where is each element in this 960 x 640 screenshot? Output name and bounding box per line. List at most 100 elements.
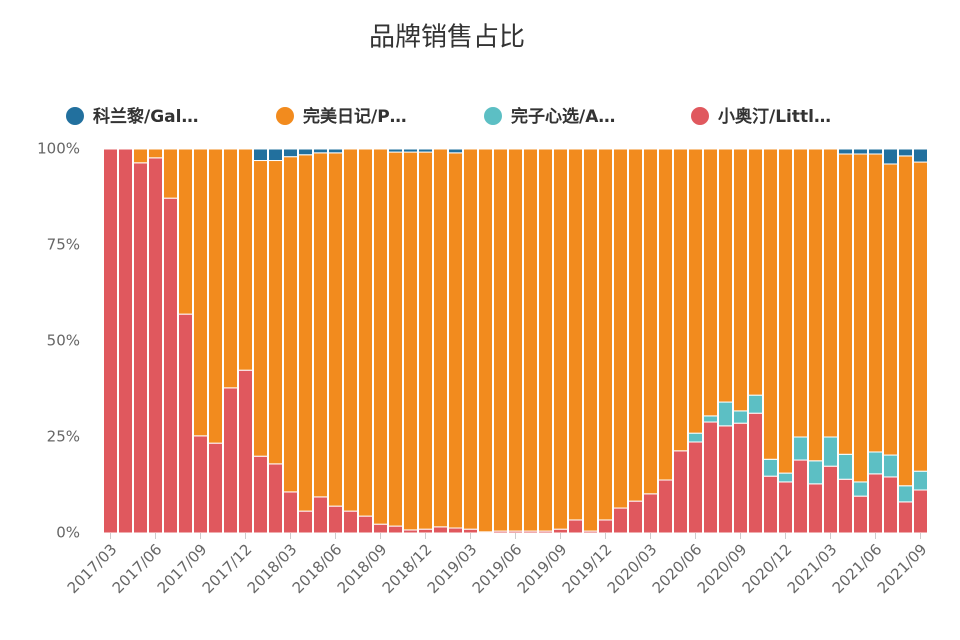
bar-segment	[868, 153, 883, 453]
bar-segment	[883, 454, 898, 478]
bar-segment	[463, 528, 478, 534]
bar-segment	[403, 151, 418, 531]
bar-segment	[358, 515, 373, 534]
bar-segment	[478, 148, 493, 533]
bar-segment	[718, 401, 733, 427]
bar-segment	[748, 148, 763, 396]
bar-segment	[643, 148, 658, 495]
bar-segment	[283, 491, 298, 534]
bar-segment	[133, 148, 148, 164]
bar-segment	[238, 369, 253, 534]
bar-segment	[328, 505, 343, 534]
bar-segment	[313, 148, 328, 154]
bar-segment	[538, 148, 553, 532]
bar-segment	[328, 148, 343, 154]
bar-segment	[373, 523, 388, 534]
bar-segment	[658, 479, 673, 534]
bar-segment	[448, 148, 463, 154]
bar-segment	[838, 153, 853, 455]
bar-segment	[358, 148, 373, 517]
bar-segment	[853, 495, 868, 534]
legend-label: 完美日记/P…	[303, 106, 407, 127]
legend-label: 科兰黎/Gal…	[93, 106, 198, 127]
bar-segment	[793, 148, 808, 438]
bar-segment	[898, 501, 913, 534]
bar-segment	[808, 148, 823, 462]
bar-segment	[388, 148, 403, 153]
bar-segment	[913, 470, 928, 491]
bar-segment	[178, 313, 193, 534]
bar-segment	[868, 473, 883, 534]
bar-segment	[733, 410, 748, 424]
bar-segment	[268, 463, 283, 534]
bar-segment	[418, 148, 433, 153]
bar-segment	[328, 152, 343, 507]
bar-segment	[838, 148, 853, 155]
bar-segment	[583, 148, 598, 532]
bar-segment	[253, 160, 268, 457]
bar-segment	[778, 481, 793, 534]
bar-segment	[718, 425, 733, 534]
bar-segment	[868, 148, 883, 155]
bar-segment	[193, 148, 208, 437]
bar-segment	[838, 453, 853, 480]
bar-segment	[463, 148, 478, 530]
bar-segment	[223, 148, 238, 389]
bar-segment	[433, 526, 448, 534]
bar-segment	[703, 415, 718, 423]
legend-marker	[691, 107, 709, 125]
legend-marker	[484, 107, 502, 125]
bar-segment	[568, 148, 583, 521]
legend-label: 完子心选/A…	[511, 106, 615, 127]
bar-segment	[298, 154, 313, 512]
bar-segment	[733, 422, 748, 534]
bar-segment	[388, 525, 403, 534]
bar-segment	[778, 148, 793, 474]
bar-segment	[688, 148, 703, 434]
bar-segment	[748, 394, 763, 414]
bar-segment	[118, 148, 133, 534]
bar-segment	[808, 483, 823, 534]
bar-segment	[613, 507, 628, 534]
bar-segment	[343, 148, 358, 512]
bar-segment	[448, 152, 463, 529]
bar-segment	[853, 153, 868, 483]
bar-segment	[178, 148, 193, 315]
bar-segment	[598, 519, 613, 534]
bar-segment	[733, 148, 748, 412]
bar-segment	[403, 148, 418, 153]
bar-segment	[223, 387, 238, 534]
bar-segment	[793, 459, 808, 534]
legend-marker	[276, 107, 294, 125]
bar-segment	[883, 163, 898, 456]
bar-segment	[283, 148, 298, 158]
bar-segment	[103, 148, 118, 534]
bar-segment	[448, 527, 463, 534]
bar-segment	[823, 436, 838, 467]
y-tick-label: 25%	[47, 428, 80, 446]
bar-segment	[853, 481, 868, 497]
bar-segment	[688, 441, 703, 534]
legend-marker	[66, 107, 84, 125]
bar-segment	[163, 197, 178, 534]
bar-segment	[883, 148, 898, 165]
bar-segment	[628, 500, 643, 534]
bar-segment	[658, 148, 673, 481]
bar-segment	[313, 152, 328, 498]
bar-segment	[148, 157, 163, 534]
bar-segment	[418, 151, 433, 530]
bar-segment	[388, 151, 403, 527]
bar-segment	[163, 148, 178, 199]
bar-segment	[913, 148, 928, 163]
bar-segment	[688, 432, 703, 443]
bar-segment	[598, 148, 613, 521]
bar-segment	[643, 493, 658, 534]
bar-segment	[343, 510, 358, 534]
legend-label: 小奥汀/Littl…	[718, 106, 831, 127]
bar-segment	[913, 161, 928, 472]
y-tick-label: 0%	[56, 524, 80, 542]
bar-segment	[673, 450, 688, 534]
bar-segment	[808, 460, 823, 485]
bar-segment	[898, 155, 913, 487]
